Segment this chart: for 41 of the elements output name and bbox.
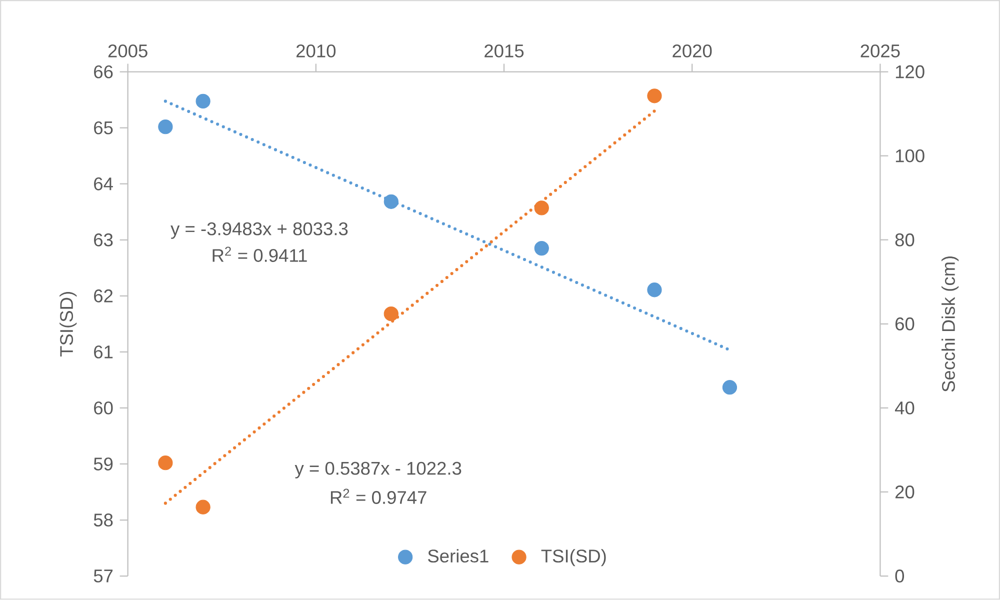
y-tick-label: 62 [94,290,113,302]
y-tick-label: 58 [94,514,113,527]
x-tick-label: 2020 [672,44,712,58]
y2-tick-label: 20 [895,486,914,499]
annotation: y = 0.5387x - 1022.3 [294,462,462,479]
x-tick-label: 2005 [108,44,148,58]
y-tick-label: 66 [94,65,113,78]
point [722,380,738,395]
y-tick-label: 61 [94,346,113,358]
y-tick-label: 63 [94,233,113,246]
y2-tick-label: 40 [894,402,914,415]
point [534,241,549,256]
point [384,306,398,322]
legend-label: Series1 [428,549,488,563]
point [384,194,398,210]
point [647,282,662,298]
y2-axis-title: Secchi Disk (cm) [942,256,959,392]
annotation: y = -3.9483x + 8033.3 [170,222,348,240]
y2-tick-label: 80 [895,233,914,246]
y-axis-title: TSI(SD) [60,292,77,357]
y2-tick-label: 100 [896,149,924,162]
point [534,200,549,216]
legend-label: TSI(SD) [541,549,606,566]
point [196,500,210,515]
y-tick-label: 65 [94,121,113,134]
x-tick-label: 2015 [484,44,524,58]
x-tick-label: 2010 [296,44,336,58]
point [158,120,173,134]
y2-tick-label: 0 [895,570,904,583]
x-tick-label: 2025 [860,44,900,58]
y-tick-label: 59 [94,458,113,471]
point [196,94,210,109]
y2-tick-label: 120 [896,65,924,78]
annotation: R$^{2}$ = 0.9747 [330,488,426,504]
y-tick-label: 64 [94,177,113,190]
annotation: R$^{2}$ = 0.9411 [212,246,307,262]
y2-tick-label: 60 [895,318,914,330]
y-tick-label: 60 [94,402,113,415]
point [647,88,662,104]
y-tick-label: 57 [94,570,113,583]
point [158,456,173,470]
